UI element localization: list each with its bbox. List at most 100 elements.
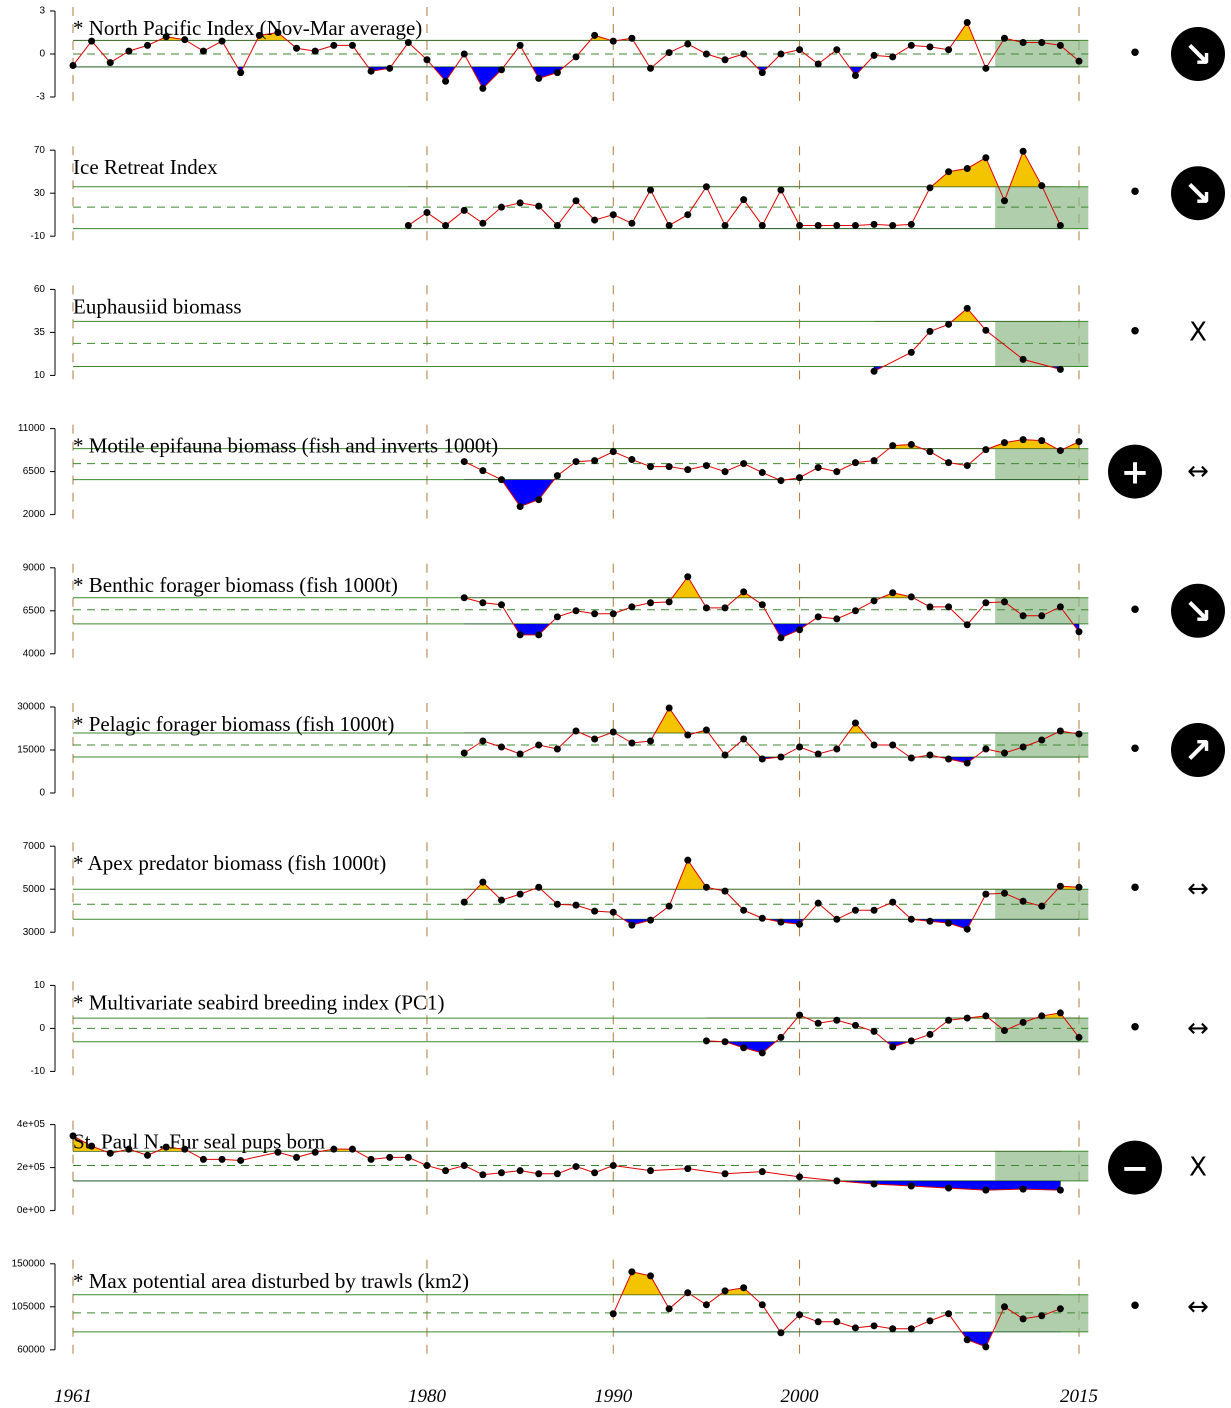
panel-title: * Max potential area disturbed by trawls…	[73, 1269, 469, 1293]
x-tick-label: 2000	[781, 1386, 820, 1407]
data-point	[889, 1325, 897, 1333]
data-point	[497, 203, 505, 211]
data-point	[814, 1019, 822, 1027]
data-point	[982, 154, 990, 162]
data-point	[721, 887, 729, 895]
data-point	[199, 47, 207, 55]
data-point	[926, 448, 934, 456]
data-point	[609, 1310, 617, 1318]
recent-box	[995, 1151, 1089, 1181]
data-point	[889, 1043, 897, 1051]
y-tick-label: -10	[31, 1066, 46, 1077]
below-fill	[613, 1331, 1061, 1348]
data-point	[1038, 902, 1046, 910]
data-point	[386, 64, 394, 72]
status-symbol: •	[1127, 596, 1142, 626]
data-point	[945, 320, 953, 328]
data-point	[609, 610, 617, 618]
data-point	[684, 1289, 692, 1297]
data-point	[553, 69, 561, 77]
data-point	[647, 1272, 655, 1280]
data-point	[796, 1011, 804, 1019]
trend-symbol: ↗	[1184, 731, 1213, 771]
trend-symbol: ↘	[1184, 35, 1213, 75]
data-point	[833, 615, 841, 623]
data-point	[665, 598, 673, 606]
data-point	[162, 1143, 170, 1151]
data-point	[758, 1049, 766, 1057]
trend-symbol: ↘	[1184, 174, 1213, 214]
data-point	[851, 459, 859, 467]
data-point	[1038, 1312, 1046, 1320]
data-point	[851, 1324, 859, 1332]
data-point	[907, 1182, 915, 1190]
data-point	[460, 749, 468, 757]
data-point	[516, 631, 524, 639]
y-tick-label: 150000	[12, 1258, 46, 1269]
data-point	[647, 64, 655, 72]
data-point	[814, 750, 822, 758]
data-point	[516, 750, 524, 758]
data-point	[870, 457, 878, 465]
data-point	[311, 47, 319, 55]
data-point	[628, 739, 636, 747]
data-point	[702, 726, 710, 734]
below-fill	[463, 623, 1080, 639]
data-point	[777, 1033, 785, 1041]
recent-box	[995, 1018, 1089, 1042]
data-point	[553, 613, 561, 621]
y-tick-label: 70	[34, 145, 46, 156]
data-point	[740, 1284, 748, 1292]
data-point	[870, 1180, 878, 1188]
y-tick-label: 0e+00	[17, 1205, 46, 1216]
data-point	[1056, 1186, 1064, 1194]
data-point	[647, 916, 655, 924]
data-point	[907, 1325, 915, 1333]
data-point	[777, 186, 785, 194]
data-point	[721, 221, 729, 229]
data-point	[926, 327, 934, 335]
data-point	[572, 197, 580, 205]
y-tick-label: 3000	[23, 927, 46, 938]
data-point	[497, 1169, 505, 1177]
data-point	[833, 46, 841, 54]
data-point	[1019, 39, 1027, 47]
data-point	[702, 462, 710, 470]
y-tick-label: 5000	[23, 884, 46, 895]
data-point	[982, 1186, 990, 1194]
data-point	[926, 1030, 934, 1038]
trend-symbol: ↔	[1187, 1013, 1209, 1043]
data-point	[982, 446, 990, 454]
data-point	[1075, 883, 1083, 891]
data-point	[293, 44, 301, 52]
data-point	[330, 1145, 338, 1153]
data-point	[721, 1170, 729, 1178]
trend-symbol: X	[1189, 1153, 1207, 1183]
data-point	[963, 621, 971, 629]
data-point	[255, 31, 263, 39]
data-point	[926, 917, 934, 925]
data-point	[814, 221, 822, 229]
data-point	[796, 46, 804, 54]
data-point	[702, 1301, 710, 1309]
data-point	[591, 907, 599, 915]
data-point	[982, 1343, 990, 1351]
data-point	[237, 1156, 245, 1164]
data-point	[926, 1317, 934, 1325]
panel-title: * Benthic forager biomass (fish 1000t)	[73, 573, 398, 597]
data-point	[553, 472, 561, 480]
panel-title: Ice Retreat Index	[73, 155, 218, 179]
panel-title: Euphausiid biomass	[73, 294, 242, 318]
data-point	[945, 755, 953, 763]
data-point	[684, 856, 692, 864]
data-point	[572, 53, 580, 61]
status-icon-bg	[1108, 1140, 1162, 1195]
data-point	[330, 41, 338, 49]
data-point	[535, 741, 543, 749]
data-point	[796, 743, 804, 751]
data-point	[628, 603, 636, 611]
data-point	[144, 41, 152, 49]
data-point	[535, 1170, 543, 1178]
data-point	[181, 1145, 189, 1153]
data-point	[907, 220, 915, 228]
